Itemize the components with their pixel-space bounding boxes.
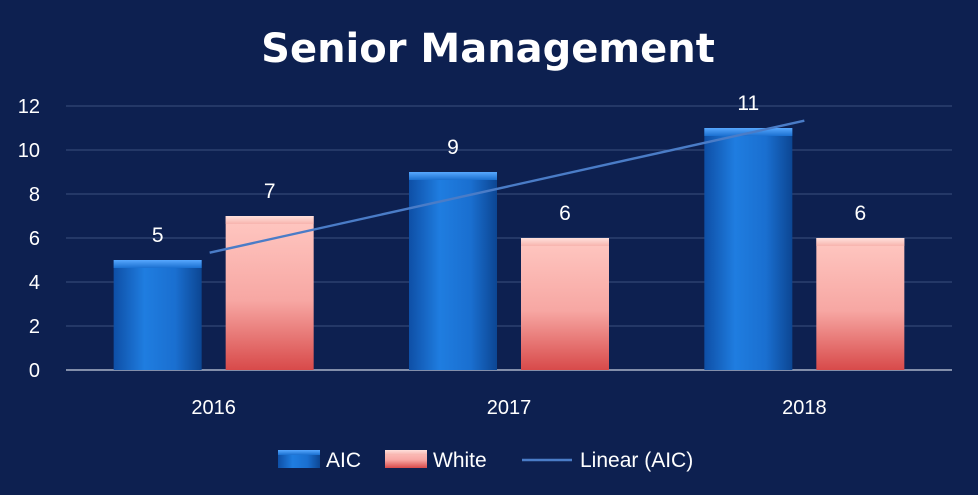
bar-top-bevel [521,238,609,246]
data-label: 6 [559,202,571,225]
bar-top-bevel [816,238,905,246]
data-labels: 5 9 11 7 6 6 [152,92,866,247]
data-label: 9 [447,136,459,159]
y-axis-ticks: 0 2 4 6 8 10 12 [18,96,40,382]
bar-body [816,238,905,370]
legend: AIC White Linear (AIC) [278,449,693,472]
legend-label: White [433,449,487,472]
y-tick-label: 4 [29,272,40,294]
bar-body [704,128,793,370]
legend-linear-aic: Linear (AIC) [522,449,693,472]
legend-swatch-bevel [385,450,427,455]
legend-white: White [385,449,487,472]
bar-aic-2017 [409,172,497,370]
bar-white-2017 [521,238,609,370]
legend-label: Linear (AIC) [580,449,693,472]
chart-title: Senior Management [261,26,715,72]
trendline-linear-aic [209,119,805,254]
y-tick-label: 10 [18,140,40,162]
y-tick-label: 6 [29,228,40,250]
legend-label: AIC [326,449,361,472]
bar-top-bevel [409,172,497,180]
y-tick-label: 8 [29,184,40,206]
bar-white-2018 [816,238,905,370]
trendline [209,119,805,254]
bar-body [113,260,202,370]
bars [113,128,905,370]
y-tick-label: 12 [18,96,40,118]
data-label: 7 [264,180,276,203]
bar-body [521,238,609,370]
data-label: 5 [152,224,164,247]
data-label: 6 [854,202,866,225]
y-tick-label: 2 [29,316,40,338]
gridlines [66,105,952,371]
data-label: 11 [737,92,759,115]
bar-body [225,216,314,370]
bar-top-bevel [225,216,314,224]
x-category-label: 2018 [782,397,827,419]
bar-aic-2016 [113,260,202,370]
bar-white-2016 [225,216,314,370]
x-category-label: 2016 [191,397,236,419]
x-category-label: 2017 [487,397,532,419]
y-tick-label: 0 [29,360,40,382]
bar-top-bevel [113,260,202,268]
legend-aic: AIC [278,449,361,472]
x-axis-categories: 2016 2017 2018 [191,397,826,419]
bar-body [409,172,497,370]
bar-aic-2018 [704,128,793,370]
legend-swatch-bevel [278,450,320,455]
